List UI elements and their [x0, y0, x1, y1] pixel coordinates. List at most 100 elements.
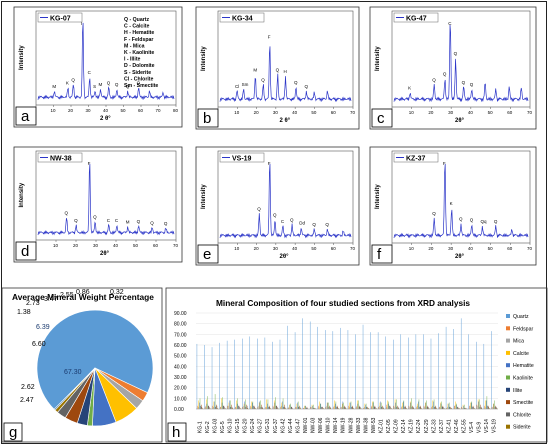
peak-label-f-0: Q: [432, 211, 436, 216]
xrd-panel-b: [195, 6, 360, 130]
pie-value-label-6: 2.73: [26, 300, 40, 307]
legend-label-e: VS-19: [232, 156, 252, 163]
y-tick-label-6: 60.00: [174, 343, 187, 349]
peak-label-b-8: Q: [304, 84, 308, 89]
x-category-label-39: VS-19: [492, 419, 498, 433]
peak-label-d-4: C: [107, 218, 111, 223]
bar-panel: [165, 287, 548, 443]
panel-letter-d: d: [21, 243, 29, 260]
x-tick-label-c-3: 30: [448, 110, 454, 115]
x-category-label-21: NW-33: [356, 417, 362, 433]
peak-label-a-4: C: [88, 70, 92, 75]
peak-label-e-6: Q: [312, 222, 316, 227]
x-tick-label-a-5: 50: [121, 108, 127, 113]
x-tick-label-c-6: 60: [507, 110, 513, 115]
bar-title: Mineral Composition of four studied sect…: [216, 298, 470, 308]
xrd-panel-a: [13, 6, 183, 128]
x-tick-label-c-7: 70: [527, 110, 533, 115]
x-tick-label-d-7: 70: [173, 243, 179, 248]
legend-swatch-siderite: [506, 424, 510, 429]
legend-swatch-illite: [506, 387, 510, 392]
legend-label-f: KZ-37: [406, 156, 426, 163]
pie-value-label-4: 6.39: [36, 324, 50, 331]
peak-label-e-1: F: [268, 161, 271, 166]
peak-label-b-4: F: [268, 35, 271, 40]
x-tick-label-f-4: 40: [468, 246, 474, 251]
mineral-key-9: Cl - Chlorite: [124, 76, 154, 82]
xrd-pattern-line-c: [393, 24, 529, 103]
xrd-pattern-line-b: [219, 46, 352, 103]
panel-letter-box-e: [197, 244, 219, 264]
peak-label-d-8: Q: [150, 220, 154, 225]
mineral-key-0: Q - Quartz: [124, 17, 149, 23]
legend-label-quartz: Quartz: [513, 314, 529, 320]
x-category-label-26: KZ-09: [394, 419, 400, 433]
x-tick-label-a-7: 70: [156, 108, 162, 113]
x-tick-label-e-2: 20: [254, 246, 260, 251]
xrd-plot-area-b: [217, 10, 354, 108]
x-tick-label-f-1: 10: [409, 246, 415, 251]
x-category-label-38: VS-14: [484, 419, 490, 433]
x-category-label-13: KG-47: [295, 418, 301, 433]
x-tick-label-f-3: 30: [448, 246, 454, 251]
xrd-panel-c: [369, 6, 537, 130]
peak-label-d-0: Q: [65, 211, 69, 216]
peak-label-a-10: Q: [137, 81, 141, 86]
mineral-key-4: M - Mica: [124, 43, 145, 49]
peak-label-e-0: Q: [257, 206, 261, 211]
peak-label-b-2: M: [253, 67, 257, 72]
x-category-label-17: NW-10: [326, 417, 332, 433]
peak-label-a-1: K: [66, 81, 69, 86]
x-tick-label-b-1: 10: [234, 110, 240, 115]
x-tick-label-d-2: 20: [73, 243, 79, 248]
x-category-label-27: KZ-14: [401, 419, 407, 433]
x-tick-label-d-6: 60: [153, 243, 159, 248]
xrd-panel-d: [13, 146, 183, 263]
panel-letter-c: c: [377, 110, 385, 127]
legend-box-c: [393, 12, 439, 23]
peak-label-e-5: Dd: [299, 221, 305, 226]
y-tick-label-3: 30.00: [174, 375, 187, 381]
peak-label-d-7: Q: [137, 219, 141, 224]
legend-label-c: KG-47: [406, 16, 427, 23]
pie-slice-10: [53, 367, 96, 411]
y-tick-label-4: 40.00: [174, 364, 187, 370]
xrd-panel-f: [369, 146, 537, 266]
legend-swatch-chlorite: [506, 412, 510, 417]
pie-value-label-3: 6.60: [32, 341, 46, 348]
y-axis-label-a: Intensity: [19, 45, 25, 70]
x-category-label-16: NW-06: [318, 417, 324, 433]
x-category-label-19: NW-19: [341, 417, 347, 433]
panel-letter-box-b: [197, 108, 219, 128]
peak-label-c-0: K: [408, 86, 411, 91]
peak-label-f-5: Qq: [480, 219, 487, 224]
y-tick-label-2: 20.00: [174, 386, 187, 392]
peak-label-c-1: Q: [432, 77, 436, 82]
legend-swatch-feldspar: [506, 326, 510, 331]
peak-label-d-6: M: [126, 220, 130, 225]
x-category-label-9: KG-31: [265, 418, 271, 433]
legend-label-d: NW-38: [50, 156, 72, 163]
peak-label-c-6: Q: [470, 82, 474, 87]
legend-box-a: [37, 12, 83, 23]
xrd-plot-area-d: [35, 150, 177, 241]
panel-letter-b: b: [203, 110, 211, 127]
x-category-label-14: NW-01: [303, 417, 309, 433]
panel-letter-a: a: [21, 108, 30, 125]
peak-label-a-3: I: [81, 21, 82, 26]
x-tick-label-c-2: 20: [428, 110, 434, 115]
x-tick-label-a-2: 20: [68, 108, 74, 113]
x-tick-label-f-7: 70: [527, 246, 533, 251]
x-axis-label-e: 2θ°: [280, 254, 290, 260]
peak-label-a-8: Q: [115, 82, 119, 87]
x-tick-label-e-1: 10: [234, 246, 240, 251]
x-category-label-3: KG-5: [220, 421, 226, 433]
xrd-plot-area-c: [391, 10, 531, 108]
y-tick-label-7: 70.00: [174, 332, 187, 338]
x-axis-label-f: 2θ°: [455, 254, 465, 260]
x-category-label-24: KZ-01: [379, 419, 385, 433]
x-category-label-34: KZ-46: [454, 419, 460, 433]
y-axis-label-f: Intensity: [375, 184, 381, 209]
x-tick-label-e-3: 30: [273, 246, 279, 251]
